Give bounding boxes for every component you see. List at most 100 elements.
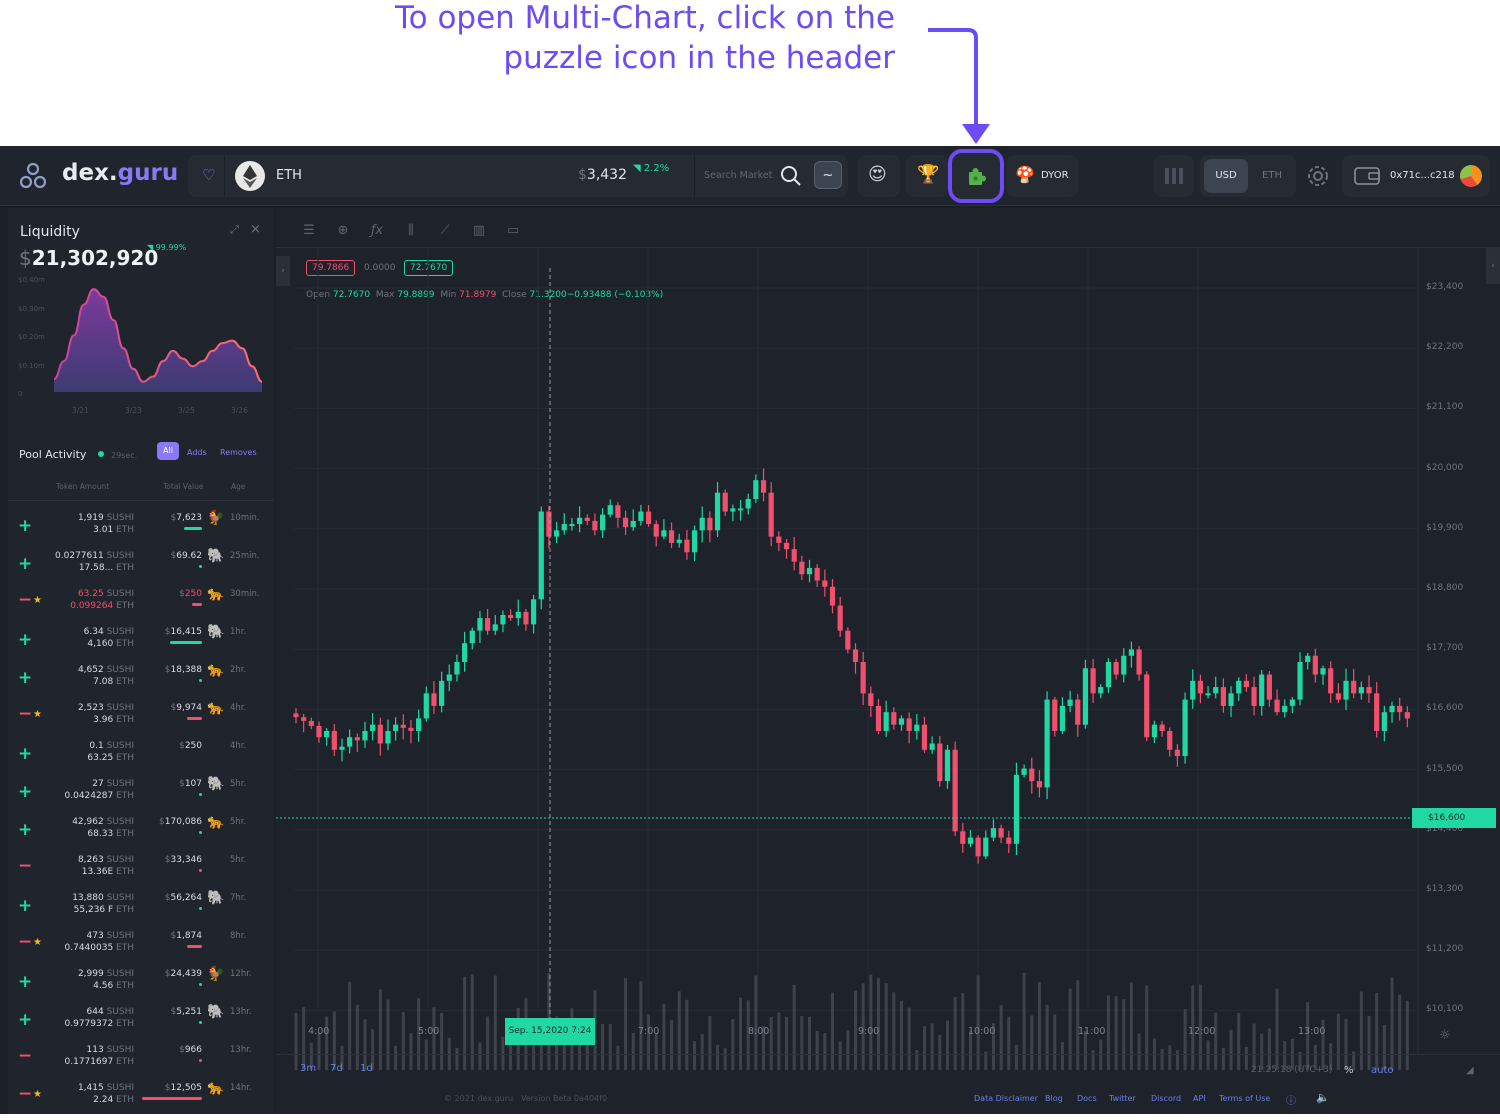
settings-small-icon[interactable]: ☼ [1439,1028,1451,1043]
value-bar [199,565,202,568]
candle [1144,674,1150,738]
trophy-button[interactable]: 🏆 [906,155,948,197]
footer-link[interactable]: Docs [1077,1094,1097,1103]
table-row[interactable]: − ★ 473 SUSHI 0.7440035 ETH $1,874 8hr. [8,930,274,968]
token-symbol[interactable]: ETH [276,168,302,183]
heart-icon[interactable]: ♡ [202,166,216,184]
tilde-button[interactable]: ~ [814,161,842,189]
table-row[interactable]: − 113 SUSHI 0.1771697 ETH $966 13hr. [8,1044,274,1082]
table-row[interactable]: − 8,263 SUSHI 13.36E ETH $33,346 5hr. [8,854,274,892]
footer-link[interactable]: Data Disclaimer [974,1094,1038,1103]
range-1d[interactable]: 1d [360,1063,373,1074]
volume-bar [624,977,628,1070]
table-row[interactable]: +0.0277611 SUSHI 17.58... ETH $69.62 🐘 25min… [8,548,274,588]
resize-handle-icon[interactable]: ◢ [1466,1065,1474,1076]
volume-bar [317,1032,321,1070]
value-bar [199,831,202,834]
eth-toggle[interactable]: ETH [1262,170,1282,181]
candle [561,524,567,531]
percent-toggle[interactable]: % [1344,1065,1354,1076]
sound-icon[interactable]: 🔈 [1316,1091,1330,1104]
table-row[interactable]: +42,962 SUSHI 68.33 ETH $170,086 🐆 5hr. [8,814,274,854]
volume-bar [455,1047,459,1070]
table-row[interactable]: +13,880 SUSHI 55,236 F ETH $56,264 🐘 7hr. [8,890,274,930]
candle [883,712,889,731]
time-tick: 11:00 [1078,1026,1106,1037]
table-row[interactable]: +2,999 SUSHI 4.56 ETH $24,439 🐓 12hr. [8,966,274,1006]
price-chart[interactable] [276,208,1500,1114]
close-icon[interactable]: × [250,222,261,237]
table-row[interactable]: − ★ 2,523 SUSHI 3.96 ETH $9,974 🐆 4hr. [8,700,274,740]
liquidity-x-tick: 3/23 [125,406,142,415]
footer-link[interactable]: API [1193,1094,1206,1103]
bar-chart-icon[interactable]: ▥ [472,223,486,238]
tab-adds[interactable]: Adds [187,448,207,457]
table-row[interactable]: − ★ 1,415 SUSHI 2.24 ETH $12,505 🐆 14hr. [8,1080,274,1120]
rectangle-icon[interactable]: ▭ [506,223,520,238]
auto-toggle[interactable]: auto [1371,1065,1394,1076]
candle [722,492,728,512]
age: 10min. [230,513,260,523]
table-row[interactable]: − ★ 63.25 SUSHI 0.099264 ETH $250 🐆 30min. [8,586,274,626]
volume-bar [1283,1041,1287,1070]
candle [944,749,951,782]
price-tick: $23,400 [1426,282,1464,292]
help-icon[interactable]: ⓘ [1286,1096,1296,1107]
candles-icon[interactable]: ⫼ [408,223,414,238]
version: Version Beta 0a404f0 [521,1094,608,1103]
footer-link[interactable]: Twitter [1109,1094,1136,1103]
search-icon[interactable] [780,165,802,187]
candle [553,530,560,537]
collapse-right-icon[interactable]: ‹ [1486,248,1500,284]
candle [875,705,882,731]
total-value: $250 [179,589,202,599]
wallet-button[interactable]: 0x71c...c218 [1342,155,1490,197]
candle [921,724,928,750]
table-row[interactable]: +6.34 SUSHI 4,160 ETH $16,415 🐘 1hr. [8,624,274,664]
logo-text[interactable]: dex.guru [62,160,179,186]
volume-bar [1137,1033,1141,1070]
gear-icon[interactable] [1305,163,1331,189]
range-3m[interactable]: 3m [300,1063,317,1074]
volume-bar [1160,1049,1164,1070]
volume-bar [1214,1012,1218,1070]
range-7d[interactable]: 7d [330,1063,343,1074]
expand-icon[interactable]: ⤢ [230,223,239,236]
volume-bar [769,1016,773,1070]
table-row[interactable]: +27 SUSHI 0.0424287 ETH $107 🐘 5hr. [8,776,274,816]
volume-bar [394,1045,398,1070]
avatar[interactable] [1460,165,1482,187]
tab-all[interactable]: All [157,442,179,460]
emoji-button[interactable]: 😍 [858,155,900,197]
candle [1381,712,1387,731]
candle [845,630,851,650]
value-bar [184,527,202,530]
multi-chart-button[interactable] [948,149,1004,203]
current-price-label: $16,600 [1412,808,1496,828]
footer-link[interactable]: Discord [1151,1094,1182,1103]
footer-link[interactable]: Blog [1045,1094,1063,1103]
search-input[interactable]: Search Market [704,170,773,181]
line-chart-icon[interactable]: ⟋ [440,223,450,238]
function-icon[interactable]: ƒx [370,223,384,238]
table-row[interactable]: +0.1 SUSHI 63.25 ETH $250 4hr. [8,740,274,778]
layout-button[interactable] [1154,155,1194,197]
collapse-left-icon[interactable]: › [276,256,290,286]
table-row[interactable]: +4,652 SUSHI 7.08 ETH $18,388 🐆 2hr. [8,662,274,702]
trader-type-icon: 🐘 [207,624,225,640]
col-token-amount: Token Amount [56,482,110,491]
dyor-button[interactable]: 🍄 DYOR [1006,155,1078,197]
live-dot [98,451,104,457]
usd-toggle[interactable]: USD [1204,159,1248,193]
candle [1151,724,1158,738]
tab-removes[interactable]: Removes [220,448,257,457]
star-icon: ★ [33,709,42,720]
table-row[interactable]: +1,919 SUSHI 3.01 ETH $7,623 🐓 10min. [8,510,274,550]
footer-link[interactable]: Terms of Use [1219,1094,1271,1103]
candle [776,536,782,543]
table-row[interactable]: +644 SUSHI 0.9779372 ETH $5,251 🐘 13hr. [8,1004,274,1044]
add-indicator-icon[interactable]: ⊕ [337,223,349,238]
menu-icon[interactable]: ☰ [303,223,315,238]
volume-bar [723,1048,727,1070]
volume-bar [1198,984,1202,1070]
